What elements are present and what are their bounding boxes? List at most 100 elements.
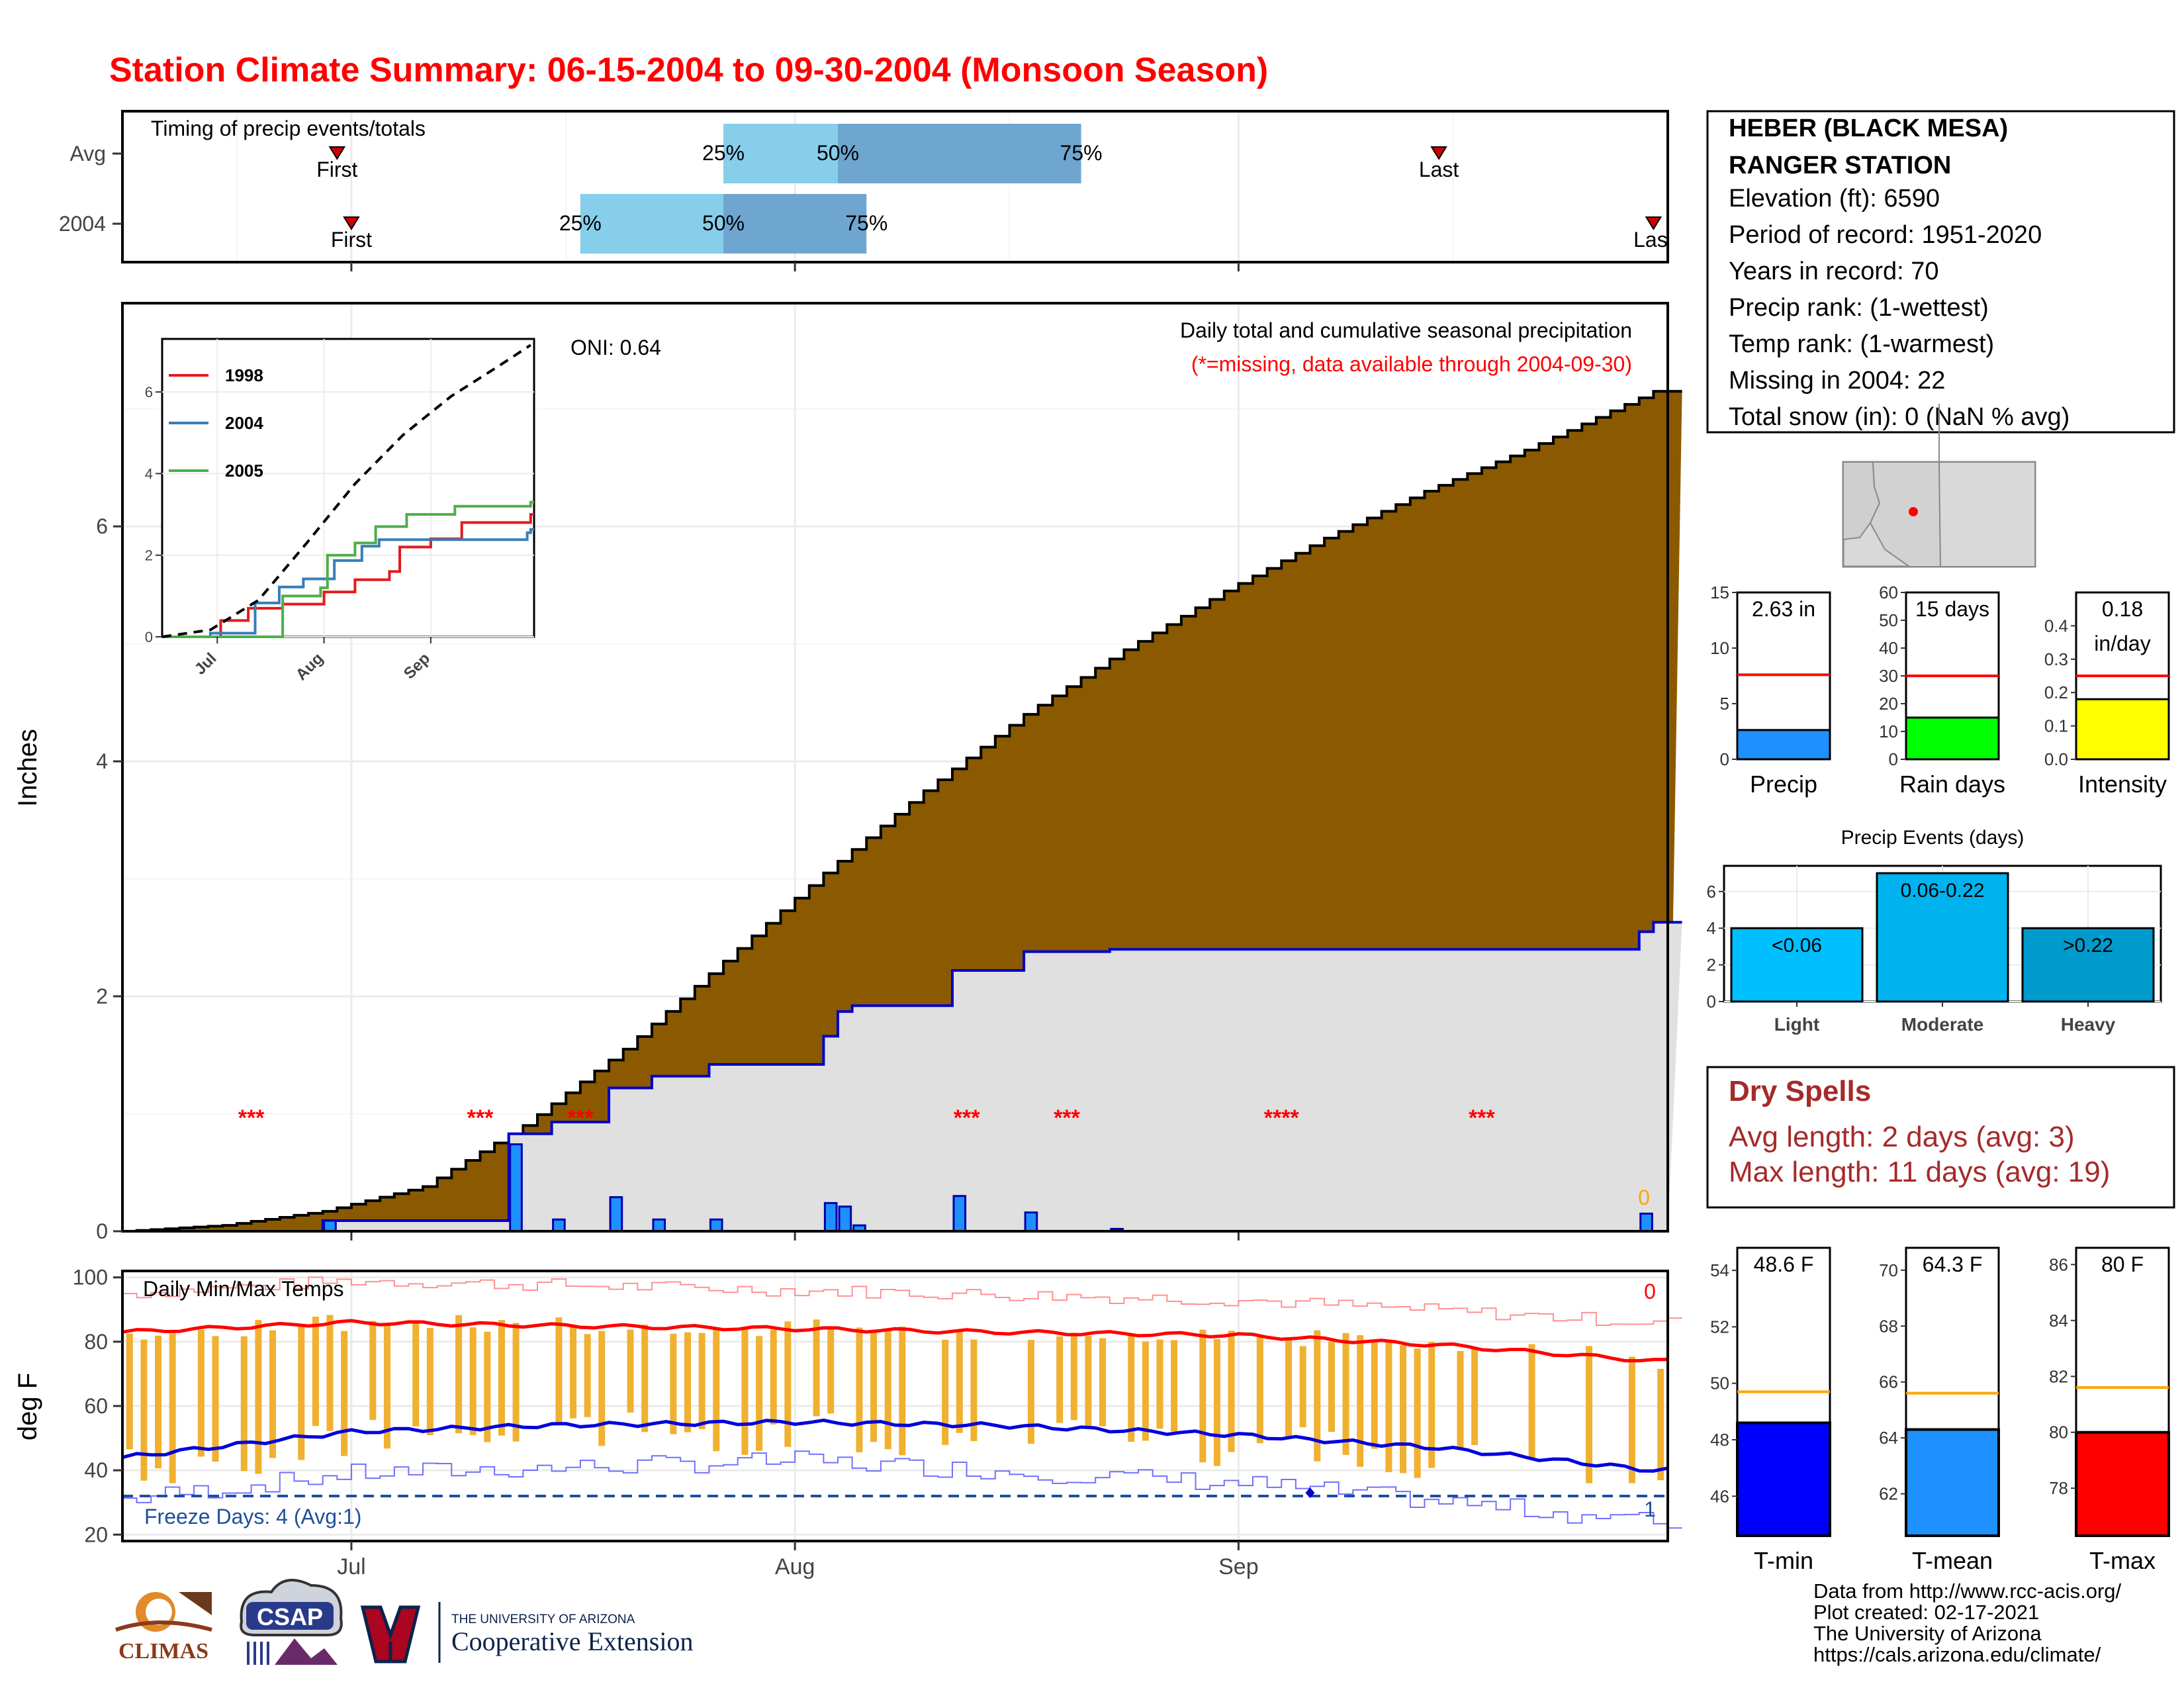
mini-bar-y-tick-label: 30 [1879, 666, 1898, 686]
station-elevation: Elevation (ft): 6590 [1729, 185, 1940, 212]
temp-bar-name: T-max [2089, 1547, 2156, 1574]
temp-bar-y-tick-label: 86 [2049, 1254, 2068, 1274]
missing-data-marker: *** [1469, 1105, 1495, 1131]
ua-logo-line1: THE UNIVERSITY OF ARIZONA [451, 1613, 635, 1626]
temp-bar-value-label: 80 F [2101, 1252, 2144, 1276]
missing-data-marker: *** [1054, 1105, 1080, 1131]
temp-bar-y-tick-label: 78 [2049, 1478, 2068, 1498]
mini-bar-name: Precip [1750, 771, 1817, 798]
temp-bar-y-tick-label: 48 [1710, 1430, 1729, 1450]
timing-first-label: First [331, 228, 372, 252]
avg-tmin-line [122, 1419, 1668, 1473]
temp-bar-value-label: 48.6 F [1754, 1252, 1814, 1276]
mini-bar-y-tick-label: 15 [1710, 583, 1729, 602]
mini-bar-value-label: 15 days [1915, 597, 1989, 621]
precip-zero-label: 0 [1638, 1186, 1650, 1209]
timing-bar-q50-q75 [838, 124, 1081, 183]
inset-y-tick-label: 4 [145, 465, 153, 482]
temp-summary-t-mean: 64.3 F 62 64 66 68 70 T-mean [1879, 1246, 2000, 1574]
temp-bar-y-tick-label: 84 [2049, 1311, 2068, 1331]
temp-y-tick-label: 40 [84, 1458, 108, 1482]
mini-bar-y-tick-label: 0 [1720, 749, 1729, 769]
station-missing: Missing in 2004: 22 [1729, 367, 1945, 395]
timing-bar-q50-q75 [723, 194, 867, 254]
footer-data-source: Data from http://www.rcc-acis.org/ [1813, 1579, 2122, 1603]
mini-bar-value-label: 2.63 in [1752, 597, 1815, 621]
footer-institution: The University of Arizona [1813, 1622, 2042, 1645]
events-bar-label: >0.22 [2063, 935, 2113, 957]
temperature-panel: 20 40 60 80 100 Daily Min/Max Temps deg F Fr… [13, 1266, 1682, 1579]
mini-bar-y-tick-label: 20 [1879, 694, 1898, 714]
missing-data-marker: *** [567, 1105, 594, 1131]
page-title: Station Climate Summary: 06-15-2004 to 0… [109, 51, 1268, 89]
mini-bar-y-tick-label: 0.3 [2044, 649, 2068, 669]
footer-notes: Data from http://www.rcc-acis.org/ Plot … [1813, 1581, 2121, 1665]
inset-y-tick-label: 0 [145, 629, 153, 645]
climas-logo-text: CLIMAS [118, 1639, 208, 1664]
timing-panel-label: Timing of precip events/totals [151, 117, 426, 140]
record-low-line [122, 1450, 1682, 1529]
precip-events-chart: Precip Events (days) 0 2 4 6 <0.06 Light 0.06-… [1707, 827, 2162, 1035]
events-y-tick-label: 2 [1707, 955, 1716, 975]
cumulative-avg-line [122, 390, 1682, 1233]
daily-precip-bar [609, 1196, 623, 1233]
missing-data-marker: *** [954, 1105, 980, 1131]
climas-logo: CLIMAS [113, 1589, 215, 1664]
dry-spells-avg: Avg length: 2 days (avg: 3) [1729, 1121, 2075, 1153]
timing-first-marker [328, 146, 346, 160]
precip-events-title: Precip Events (days) [1841, 827, 2025, 849]
daily-precip-bar [1639, 1212, 1653, 1233]
temp-bar-y-tick-label: 82 [2049, 1366, 2068, 1386]
mini-bar-value-label: 0.18 [2102, 597, 2143, 621]
timing-q50-label: 50% [817, 141, 859, 165]
timing-last-label: Last [1633, 228, 1674, 252]
mini-bar-y-tick-label: 0.1 [2044, 716, 2068, 736]
timing-last-marker [1430, 146, 1447, 160]
daily-precip-bar [952, 1195, 967, 1233]
mini-bar-y-tick-label: 40 [1879, 638, 1898, 658]
temp-x-tick-label: Aug [775, 1554, 815, 1579]
station-precip-rank: Precip rank: (1-wettest) [1729, 294, 1989, 322]
inset-legend-label: 2004 [225, 413, 263, 433]
daily-precip-bar [552, 1218, 566, 1233]
inset-avg-line [161, 344, 531, 638]
temp-bar-y-tick-label: 68 [1879, 1316, 1898, 1336]
precip-y-axis-label: Inches [13, 729, 42, 807]
temp-summary-t-max: 80 F 78 80 82 84 86 T-max [2049, 1246, 2170, 1574]
station-period: Period of record: 1951-2020 [1729, 221, 2042, 249]
temp-bar-value-label: 64.3 F [1923, 1252, 1983, 1276]
temp-y-tick-label: 20 [84, 1523, 108, 1546]
mini-bar-y-tick-label: 10 [1879, 722, 1898, 741]
missing-data-marker: **** [1264, 1105, 1300, 1131]
csap-logo: CSAP [240, 1579, 343, 1665]
mini-bar-value [1905, 716, 2000, 761]
station-snow: Total snow (in): 0 (NaN % avg) [1729, 403, 2070, 431]
freeze-days-count: 1 [1644, 1497, 1656, 1521]
mini-bar-chart-rain-days: 15 days 0 10 20 30 40 50 60 Rain days [1879, 583, 2005, 798]
timing-last-label: Last [1419, 158, 1459, 181]
mini-bar-chart-precip: 2.63 in 0 5 10 15 Precip [1710, 583, 1831, 798]
station-years: Years in record: 70 [1729, 258, 1939, 285]
mini-bar-name: Intensity [2078, 771, 2167, 798]
mini-bar-y-tick-label: 10 [1710, 638, 1729, 658]
temp-bar-name: T-min [1754, 1547, 1813, 1574]
footer-url: https://cals.arizona.edu/climate/ [1813, 1643, 2101, 1666]
timing-q25-label: 25% [559, 211, 602, 235]
temp-bar-y-tick-label: 46 [1710, 1486, 1729, 1506]
avg-tmax-line [122, 1319, 1668, 1363]
mini-bar-y-tick-label: 0.0 [2044, 749, 2068, 769]
timing-row-label-2004: 2004 [59, 212, 106, 236]
inset-series-1998 [162, 513, 534, 638]
oni-label: ONI: 0.64 [570, 336, 661, 359]
mini-bar-chart-intensity: 0.18 in/day 0.0 0.1 0.2 0.3 0.4 Intensity [2044, 591, 2170, 798]
cumulative-2004-line [122, 921, 1682, 1233]
mini-bar-y-tick-label: 0.2 [2044, 682, 2068, 702]
temp-bar-y-tick-label: 80 [2049, 1423, 2068, 1442]
hot-days-count: 0 [1644, 1280, 1656, 1303]
mini-bar-value [1736, 729, 1831, 761]
mini-bar-name: Rain days [1899, 771, 2005, 798]
csap-logo-text: CSAP [257, 1603, 323, 1630]
daily-precip-bar [709, 1218, 723, 1233]
timing-last-marker [1645, 216, 1662, 230]
